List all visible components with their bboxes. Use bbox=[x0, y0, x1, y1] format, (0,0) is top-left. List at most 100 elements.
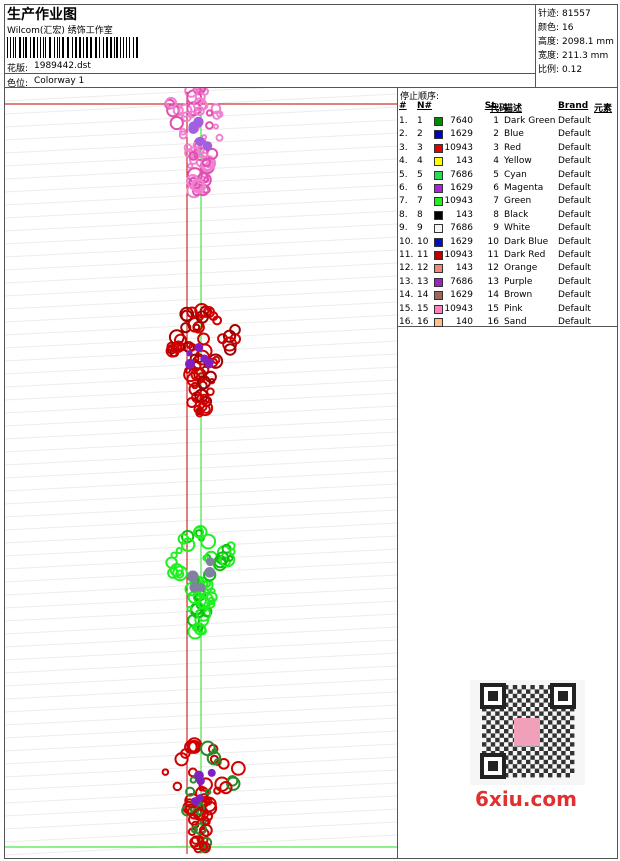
needle: 8 bbox=[417, 209, 423, 220]
stitches: 143 bbox=[455, 209, 473, 220]
table-row: 10. 10 1629 10 Dark Blue Default bbox=[399, 236, 617, 249]
bar bbox=[72, 37, 73, 58]
title: 生产作业图 bbox=[7, 7, 77, 23]
qr-cell bbox=[548, 746, 553, 751]
qr-cell bbox=[504, 755, 509, 760]
row-number: 5. bbox=[399, 169, 408, 180]
code: 15 bbox=[487, 303, 499, 314]
code: 3 bbox=[493, 142, 499, 153]
qr-cell bbox=[504, 764, 509, 769]
brand: Default bbox=[558, 183, 591, 193]
brand: Default bbox=[558, 209, 591, 220]
embroidery bbox=[192, 97, 208, 112]
qr-cell bbox=[543, 768, 548, 773]
bar bbox=[83, 37, 84, 58]
qr-cell bbox=[539, 773, 544, 778]
qr-cell bbox=[486, 720, 491, 725]
qr-cell bbox=[490, 715, 496, 721]
qr-cell bbox=[508, 689, 513, 694]
bar bbox=[136, 37, 138, 58]
code: 9 bbox=[493, 223, 499, 234]
stat-value: 0.12 bbox=[562, 65, 583, 75]
embroidery bbox=[178, 103, 193, 118]
qr-cell bbox=[539, 729, 544, 734]
qr-cell bbox=[556, 711, 562, 716]
qr-cell bbox=[508, 733, 513, 738]
stitches: 143 bbox=[455, 263, 473, 274]
description: Pink bbox=[504, 303, 523, 314]
qr-cell bbox=[556, 729, 562, 734]
embroidery bbox=[186, 605, 193, 613]
stitches: 10943 bbox=[444, 142, 473, 153]
qr-cell bbox=[556, 773, 562, 778]
brand: Default bbox=[558, 142, 591, 153]
qr-cell bbox=[539, 693, 544, 699]
qr-cell bbox=[543, 742, 548, 747]
description: Dark Red bbox=[504, 250, 546, 260]
description: Dark Green bbox=[504, 116, 556, 126]
qr-finder bbox=[558, 691, 568, 701]
brand: Default bbox=[558, 169, 591, 180]
bar bbox=[62, 37, 64, 58]
row-number: 11. bbox=[399, 250, 414, 260]
divider bbox=[397, 326, 618, 327]
description: Green bbox=[504, 196, 532, 207]
qr-cell bbox=[539, 720, 544, 725]
embroidery bbox=[205, 121, 214, 130]
embroidery bbox=[161, 768, 170, 776]
stat-row: 高度: 2098.1 mm bbox=[538, 34, 614, 47]
qr-cell bbox=[508, 759, 513, 765]
qr-cell bbox=[561, 707, 566, 712]
embroidery bbox=[188, 123, 199, 135]
needle: 7 bbox=[417, 196, 423, 207]
qr-cell bbox=[543, 724, 548, 729]
qr-cell bbox=[526, 759, 531, 765]
embroidery bbox=[196, 313, 204, 321]
needle: 4 bbox=[417, 156, 423, 167]
qr-cell bbox=[565, 746, 570, 751]
qr-cell bbox=[565, 711, 570, 716]
stat-value: 16 bbox=[562, 23, 574, 33]
stitches: 140 bbox=[455, 317, 473, 327]
qr-cell bbox=[526, 751, 531, 756]
qr-cell bbox=[534, 768, 540, 773]
qr-cell bbox=[552, 707, 557, 712]
embroidery bbox=[172, 104, 184, 116]
qr-cell bbox=[530, 755, 535, 760]
qr-cell bbox=[565, 764, 570, 769]
table-row: 1. 1 7640 1 Dark Green Default bbox=[399, 115, 617, 128]
color-swatch bbox=[434, 184, 443, 193]
qr-logo bbox=[514, 718, 540, 746]
qr-cell bbox=[486, 737, 491, 743]
bar bbox=[126, 37, 127, 58]
embroidery bbox=[201, 157, 212, 168]
embroidery bbox=[196, 582, 204, 590]
code: 14 bbox=[487, 290, 499, 301]
embroidery bbox=[230, 761, 246, 776]
embroidery bbox=[206, 599, 216, 609]
embroidery bbox=[204, 566, 216, 578]
qr-cell bbox=[561, 724, 566, 729]
bar bbox=[37, 37, 38, 58]
embroidery bbox=[191, 179, 207, 194]
qr-cell bbox=[512, 764, 518, 769]
qr-cell bbox=[556, 746, 562, 751]
embroidery bbox=[190, 825, 198, 834]
embroidery bbox=[213, 758, 222, 767]
embroidery bbox=[196, 794, 204, 802]
qr-cell bbox=[512, 693, 518, 699]
stat-label: 比例: bbox=[538, 65, 560, 75]
bar bbox=[43, 37, 44, 58]
embroidery bbox=[195, 606, 212, 622]
description: White bbox=[504, 223, 531, 234]
qr-cell bbox=[556, 720, 562, 725]
qr-cell bbox=[543, 759, 548, 765]
qr-cell bbox=[499, 724, 504, 729]
embroidery bbox=[219, 780, 233, 795]
bar bbox=[133, 37, 134, 58]
qr-cell bbox=[552, 751, 557, 756]
embroidery bbox=[200, 354, 209, 364]
studio: Wilcom(汇宏) 绣饰工作室 bbox=[7, 26, 113, 36]
qr-cell bbox=[499, 707, 504, 712]
code: 10 bbox=[487, 236, 499, 247]
